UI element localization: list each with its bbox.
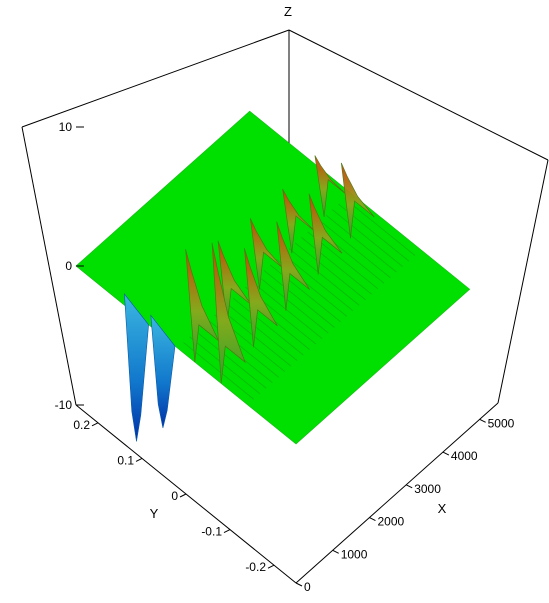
surface-ripple (282, 253, 354, 312)
surface-ripple (300, 236, 373, 295)
y-axis-title: Y (150, 506, 159, 521)
surface-ripple (226, 303, 298, 362)
surface-peak (282, 188, 316, 254)
surface-ripple (251, 281, 323, 339)
y-ticks-tick-label: 0 (171, 489, 178, 503)
surface-peak (185, 249, 220, 363)
surface-peak (308, 193, 343, 275)
surface-trough (124, 292, 149, 442)
surface-ripple (331, 209, 404, 268)
peak-layer (185, 155, 375, 384)
y-ticks-tick-mark (223, 529, 231, 534)
baseline-plane (75, 110, 471, 445)
y-ticks-tick-label: -0.2 (245, 560, 266, 574)
y-ticks-tick-label: -0.1 (201, 525, 222, 539)
surface-ripple (189, 336, 261, 395)
x-ticks-tick-label: 0 (304, 580, 311, 594)
z-ticks-tick-label: 10 (59, 120, 73, 134)
x-ticks-tick-label: 4000 (451, 449, 478, 463)
surface-peak (249, 218, 284, 290)
surface-ripple (319, 220, 391, 279)
surface-ripple (325, 214, 397, 273)
surface-ripple (344, 198, 416, 256)
x-ticks-tick-mark (295, 582, 303, 587)
surface-ripple (288, 247, 360, 306)
x-ticks-tick-label: 5000 (488, 416, 515, 430)
surface-peak (211, 242, 246, 384)
x-ticks-tick-label: 1000 (341, 547, 368, 561)
surface-ripple (263, 270, 335, 328)
x-ticks-tick-mark (369, 517, 376, 521)
trough-layer (124, 292, 176, 442)
surface-peak (276, 221, 310, 311)
y-ticks-tick-mark (267, 564, 275, 569)
x-ticks-tick-mark (442, 451, 450, 456)
y-ticks-tick-label: 0.2 (73, 418, 90, 432)
z-ticks-tick-label: -10 (55, 398, 73, 412)
x-axis-title: X (438, 501, 447, 516)
surface-ripple (294, 242, 366, 301)
surface-ripple (220, 308, 292, 367)
surface-ripple (195, 330, 267, 389)
surface-peak (244, 248, 278, 348)
x-ticks-tick-mark (405, 484, 413, 489)
surface-peak (217, 240, 252, 326)
x-ticks-tick-label: 2000 (378, 515, 405, 529)
surface-trough (150, 314, 176, 429)
surface-peak (340, 162, 375, 239)
surface-ripple (232, 297, 304, 356)
x-axis: 0 1000 2000 3000 4000 5000 (295, 416, 515, 594)
x-ticks-tick-label: 3000 (414, 482, 441, 496)
surface-peak (314, 155, 349, 218)
y-ticks-tick-label: 0.1 (117, 453, 134, 467)
y-ticks-tick-mark (179, 493, 187, 498)
z-axis: -10 0 10 (55, 120, 84, 412)
x-ticks-tick-mark (332, 549, 339, 554)
z-axis-title: Z (284, 4, 292, 19)
y-axis: -0.2 -0.1 0 0.1 0.2 (73, 418, 275, 574)
surface-ripple (257, 275, 329, 334)
z-ticks-tick-label: 0 (65, 259, 72, 273)
y-ticks-tick-mark (91, 422, 99, 427)
y-ticks-tick-mark (135, 457, 143, 462)
x-ticks-tick-mark (479, 418, 486, 423)
